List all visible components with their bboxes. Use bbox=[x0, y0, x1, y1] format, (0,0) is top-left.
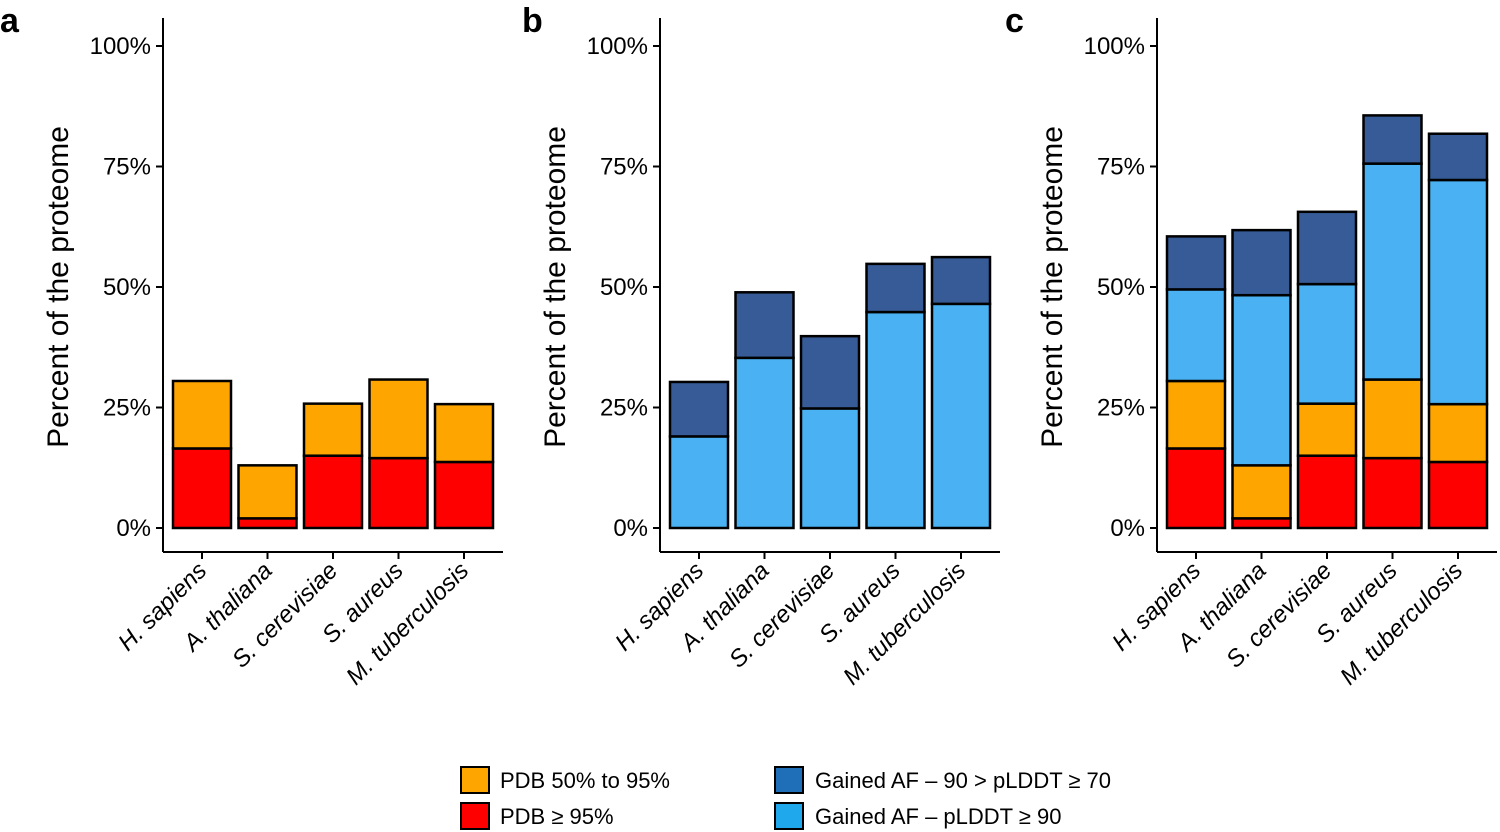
y-tick-label: 0% bbox=[613, 515, 648, 542]
bar-segment-pdb-50-95 bbox=[1231, 464, 1292, 520]
y-tick-label: 25% bbox=[103, 395, 151, 422]
y-tick-label: 100% bbox=[1084, 33, 1145, 60]
legend-label-af-90: Gained AF – pLDDT ≥ 90 bbox=[815, 804, 1061, 829]
bar-segment-pdb-50-95 bbox=[302, 402, 364, 457]
bar-segment-af-70-90 bbox=[930, 255, 992, 306]
y-tick-label: 100% bbox=[90, 33, 151, 60]
bar-segment-af-70-90 bbox=[1427, 132, 1489, 182]
bar-segment-pdb-50-95 bbox=[1362, 378, 1423, 460]
bar-segment-pdb-50-95 bbox=[1427, 402, 1489, 464]
panel-letter: b bbox=[522, 2, 543, 40]
legend: PDB 50% to 95% PDB ≥ 95% Gained AF – 90 … bbox=[460, 766, 1111, 830]
bar-segment-af-90 bbox=[1296, 282, 1358, 405]
bar-segment-af-90 bbox=[930, 302, 992, 530]
bar-segment-af-70-90 bbox=[799, 334, 861, 410]
bar-segment-pdb-50-95 bbox=[433, 402, 495, 464]
bar-segment-pdb-50-95 bbox=[1296, 402, 1358, 457]
panel-letter: c bbox=[1005, 2, 1024, 40]
bar-segment-af-90 bbox=[1427, 178, 1489, 406]
bar-segment-af-70-90 bbox=[865, 262, 926, 314]
bar-segment-pdb-50-95 bbox=[171, 379, 233, 450]
bar-segment-pdb-95 bbox=[1362, 456, 1423, 530]
bar-segment-pdb-95 bbox=[237, 517, 298, 530]
legend-swatch-pdb-95 bbox=[460, 802, 490, 830]
panel-letter: a bbox=[0, 2, 20, 40]
bar-segment-af-90 bbox=[1231, 293, 1292, 467]
bar-segment-pdb-95 bbox=[1427, 460, 1489, 530]
y-tick-label: 25% bbox=[1097, 395, 1145, 422]
bar-segment-af-70-90 bbox=[1296, 210, 1358, 286]
bar-segment-pdb-50-95 bbox=[368, 378, 429, 460]
bar-segment-pdb-50-95 bbox=[237, 464, 298, 520]
y-tick-label: 0% bbox=[116, 515, 151, 542]
y-tick-label: 0% bbox=[1110, 515, 1145, 542]
bar-segment-af-90 bbox=[865, 310, 926, 530]
y-axis-label: Percent of the proteome bbox=[42, 126, 75, 448]
legend-swatch-pdb-50-95 bbox=[460, 766, 490, 794]
bar-segment-pdb-95 bbox=[1165, 447, 1227, 530]
legend-swatch-af-90 bbox=[774, 802, 804, 830]
bar-segment-af-70-90 bbox=[734, 291, 795, 360]
bar-segment-af-70-90 bbox=[1231, 228, 1292, 297]
legend-label-pdb-50-95: PDB 50% to 95% bbox=[500, 768, 670, 793]
bar-segment-pdb-95 bbox=[1296, 454, 1358, 530]
y-tick-label: 75% bbox=[600, 154, 648, 181]
y-tick-label: 100% bbox=[587, 33, 648, 60]
y-tick-label: 50% bbox=[103, 274, 151, 301]
y-axis-label: Percent of the proteome bbox=[1036, 126, 1069, 448]
y-tick-label: 50% bbox=[1097, 274, 1145, 301]
bar-segment-af-70-90 bbox=[1362, 114, 1423, 165]
legend-label-af-70-90: Gained AF – 90 > pLDDT ≥ 70 bbox=[815, 768, 1111, 793]
bar-segment-pdb-95 bbox=[368, 456, 429, 530]
bar-segment-pdb-95 bbox=[433, 460, 495, 530]
bar-segment-pdb-50-95 bbox=[1165, 379, 1227, 450]
y-tick-label: 25% bbox=[600, 395, 648, 422]
y-axis-label: Percent of the proteome bbox=[539, 126, 572, 448]
y-tick-label: 75% bbox=[103, 154, 151, 181]
bar-segment-af-90 bbox=[1362, 162, 1423, 381]
bar-segment-af-90 bbox=[1165, 288, 1227, 383]
bar-segment-pdb-95 bbox=[1231, 517, 1292, 530]
y-tick-label: 75% bbox=[1097, 154, 1145, 181]
bar-segment-pdb-95 bbox=[302, 454, 364, 530]
bar-segment-af-90 bbox=[799, 407, 861, 530]
bar-segment-af-70-90 bbox=[1165, 235, 1227, 291]
bar-segment-pdb-95 bbox=[171, 447, 233, 530]
bar-segment-af-90 bbox=[734, 356, 795, 530]
legend-label-pdb-95: PDB ≥ 95% bbox=[500, 804, 614, 829]
y-tick-label: 50% bbox=[600, 274, 648, 301]
legend-swatch-af-70-90 bbox=[774, 766, 804, 794]
bar-segment-af-70-90 bbox=[668, 380, 730, 438]
bar-segment-af-90 bbox=[668, 435, 730, 530]
